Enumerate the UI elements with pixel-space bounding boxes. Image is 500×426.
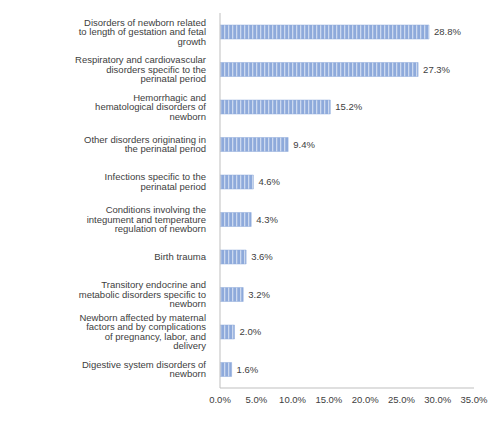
svg-text:15.0%: 15.0% (315, 394, 342, 405)
svg-text:35.0%: 35.0% (461, 394, 488, 405)
svg-text:Disorders of newborn relatedto: Disorders of newborn relatedto length of… (79, 17, 206, 47)
svg-text:30.0%: 30.0% (424, 394, 451, 405)
svg-text:9.4%: 9.4% (293, 139, 315, 150)
svg-text:20.0%: 20.0% (352, 394, 379, 405)
svg-text:Conditions involving theintegu: Conditions involving theintegument and t… (87, 204, 206, 234)
svg-text:15.2%: 15.2% (335, 101, 362, 112)
svg-text:Newborn affected by maternalfa: Newborn affected by maternalfactors and … (79, 312, 206, 352)
svg-text:10.0%: 10.0% (279, 394, 306, 405)
svg-text:1.6%: 1.6% (237, 364, 259, 375)
svg-text:Other disorders originating in: Other disorders originating inthe perina… (84, 134, 206, 155)
svg-text:Hemorrhagic andhematological d: Hemorrhagic andhematological disorders o… (95, 92, 206, 122)
svg-text:Transitory endocrine andmetabo: Transitory endocrine andmetabolic disord… (79, 279, 206, 309)
svg-text:27.3%: 27.3% (423, 64, 450, 75)
svg-text:3.6%: 3.6% (251, 251, 273, 262)
svg-text:4.3%: 4.3% (256, 214, 278, 225)
svg-text:3.2%: 3.2% (248, 289, 270, 300)
svg-text:4.6%: 4.6% (258, 176, 280, 187)
svg-text:Digestive system disorders ofn: Digestive system disorders ofnewborn (82, 359, 206, 380)
svg-text:Birth trauma: Birth trauma (154, 251, 206, 262)
svg-text:Respiratory and cardiovascular: Respiratory and cardiovasculardisorders … (75, 54, 206, 84)
svg-text:Infections specific to theperi: Infections specific to theperinatal peri… (105, 171, 206, 192)
svg-text:5.0%: 5.0% (245, 394, 267, 405)
svg-text:0.0%: 0.0% (209, 394, 231, 405)
svg-text:28.8%: 28.8% (434, 26, 461, 37)
svg-text:25.0%: 25.0% (388, 394, 415, 405)
svg-text:2.0%: 2.0% (240, 326, 262, 337)
